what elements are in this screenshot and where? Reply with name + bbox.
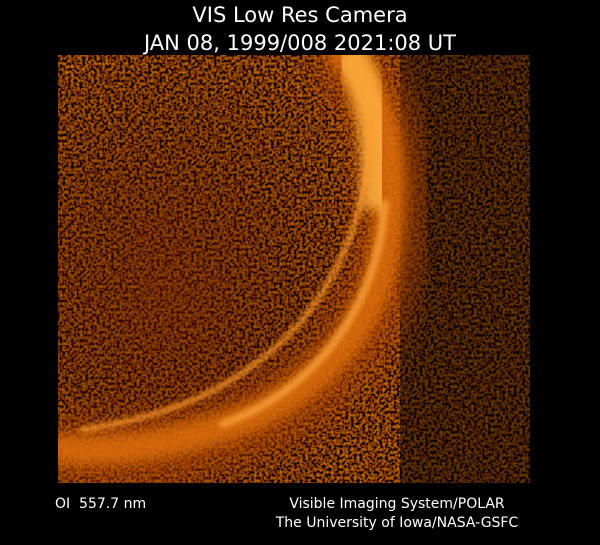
aurora-image <box>58 55 530 483</box>
timestamp: JAN 08, 1999/008 2021:08 UT <box>142 31 456 55</box>
filter-label: OI 557.7 nm <box>55 496 146 512</box>
credit-label: The University of Iowa/NASA-GSFC <box>275 515 519 531</box>
instrument-label: Visible Imaging System/POLAR <box>289 496 505 512</box>
title: VIS Low Res Camera <box>192 3 407 27</box>
